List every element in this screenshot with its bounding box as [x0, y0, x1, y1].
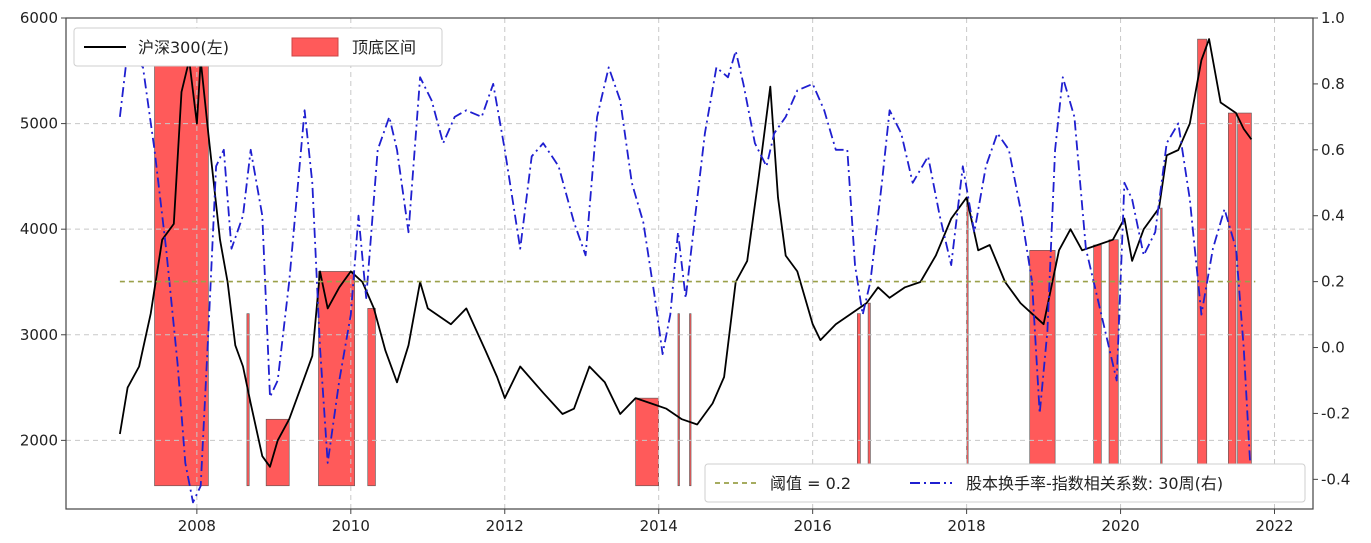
x-tick-label: 2020 — [1101, 517, 1139, 535]
band-rect — [367, 308, 376, 487]
axes-labels: 2008 2010 2012 2014 2016 2018 2020 2022 2000 3000… — [20, 9, 1350, 535]
band-rect — [857, 313, 861, 487]
x-tick-label: 2016 — [794, 517, 832, 535]
y-right-tick-label: -0.2 — [1321, 404, 1350, 422]
series-line-hs300 — [119, 38, 1253, 468]
legend-bottom-right: 阈值 = 0.2 股本换手率-指数相关系数: 30周(右) — [704, 463, 1306, 503]
band-rect — [635, 397, 660, 487]
band-rect — [867, 302, 871, 487]
x-tick-label: 2022 — [1255, 517, 1293, 535]
series-layer — [119, 38, 1256, 504]
y-left-tick-label: 6000 — [20, 9, 58, 27]
legend-box-br — [704, 463, 1306, 503]
x-tick-label: 2018 — [948, 517, 986, 535]
series-line-correlation — [119, 50, 1253, 504]
band-rect — [689, 313, 692, 487]
legend-swatch-band — [291, 37, 339, 57]
band-rect — [677, 313, 680, 487]
y-right-tick-label: 0.2 — [1321, 273, 1345, 291]
y-left-tick-label: 5000 — [20, 115, 58, 133]
x-tick-label: 2010 — [332, 517, 370, 535]
y-right-tick-label: 0.0 — [1321, 339, 1345, 357]
bands-layer — [154, 38, 1252, 487]
y-right-tick-label: 0.8 — [1321, 75, 1345, 93]
y-left-tick-label: 4000 — [20, 220, 58, 238]
band-rect — [246, 313, 250, 487]
legend-label-corr: 股本换手率-指数相关系数: 30周(右) — [966, 474, 1223, 493]
y-right-tick-label: 0.6 — [1321, 141, 1345, 159]
plot-frame — [65, 17, 1314, 510]
y-right-tick-label: -0.4 — [1321, 470, 1350, 488]
band-rect — [154, 59, 209, 487]
band-rect — [1197, 38, 1208, 487]
legend-box — [73, 27, 443, 67]
legend-label-hs300: 沪深300(左) — [138, 38, 229, 57]
y-left-tick-label: 2000 — [20, 431, 58, 449]
y-right-tick-label: 1.0 — [1321, 9, 1345, 27]
x-tick-label: 2014 — [640, 517, 678, 535]
band-rect — [1228, 112, 1237, 487]
y-left-tick-label: 3000 — [20, 326, 58, 344]
legend-label-band: 顶底区间 — [352, 38, 416, 57]
x-tick-label: 2008 — [178, 517, 216, 535]
band-rect — [265, 418, 290, 487]
band-rect — [318, 271, 355, 487]
legend-top-left: 沪深300(左) 顶底区间 — [73, 27, 443, 67]
y-right-tick-label: 0.4 — [1321, 207, 1345, 225]
legend-label-threshold: 阈值 = 0.2 — [770, 474, 851, 493]
band-rect — [1160, 207, 1163, 487]
x-tick-label: 2012 — [486, 517, 524, 535]
